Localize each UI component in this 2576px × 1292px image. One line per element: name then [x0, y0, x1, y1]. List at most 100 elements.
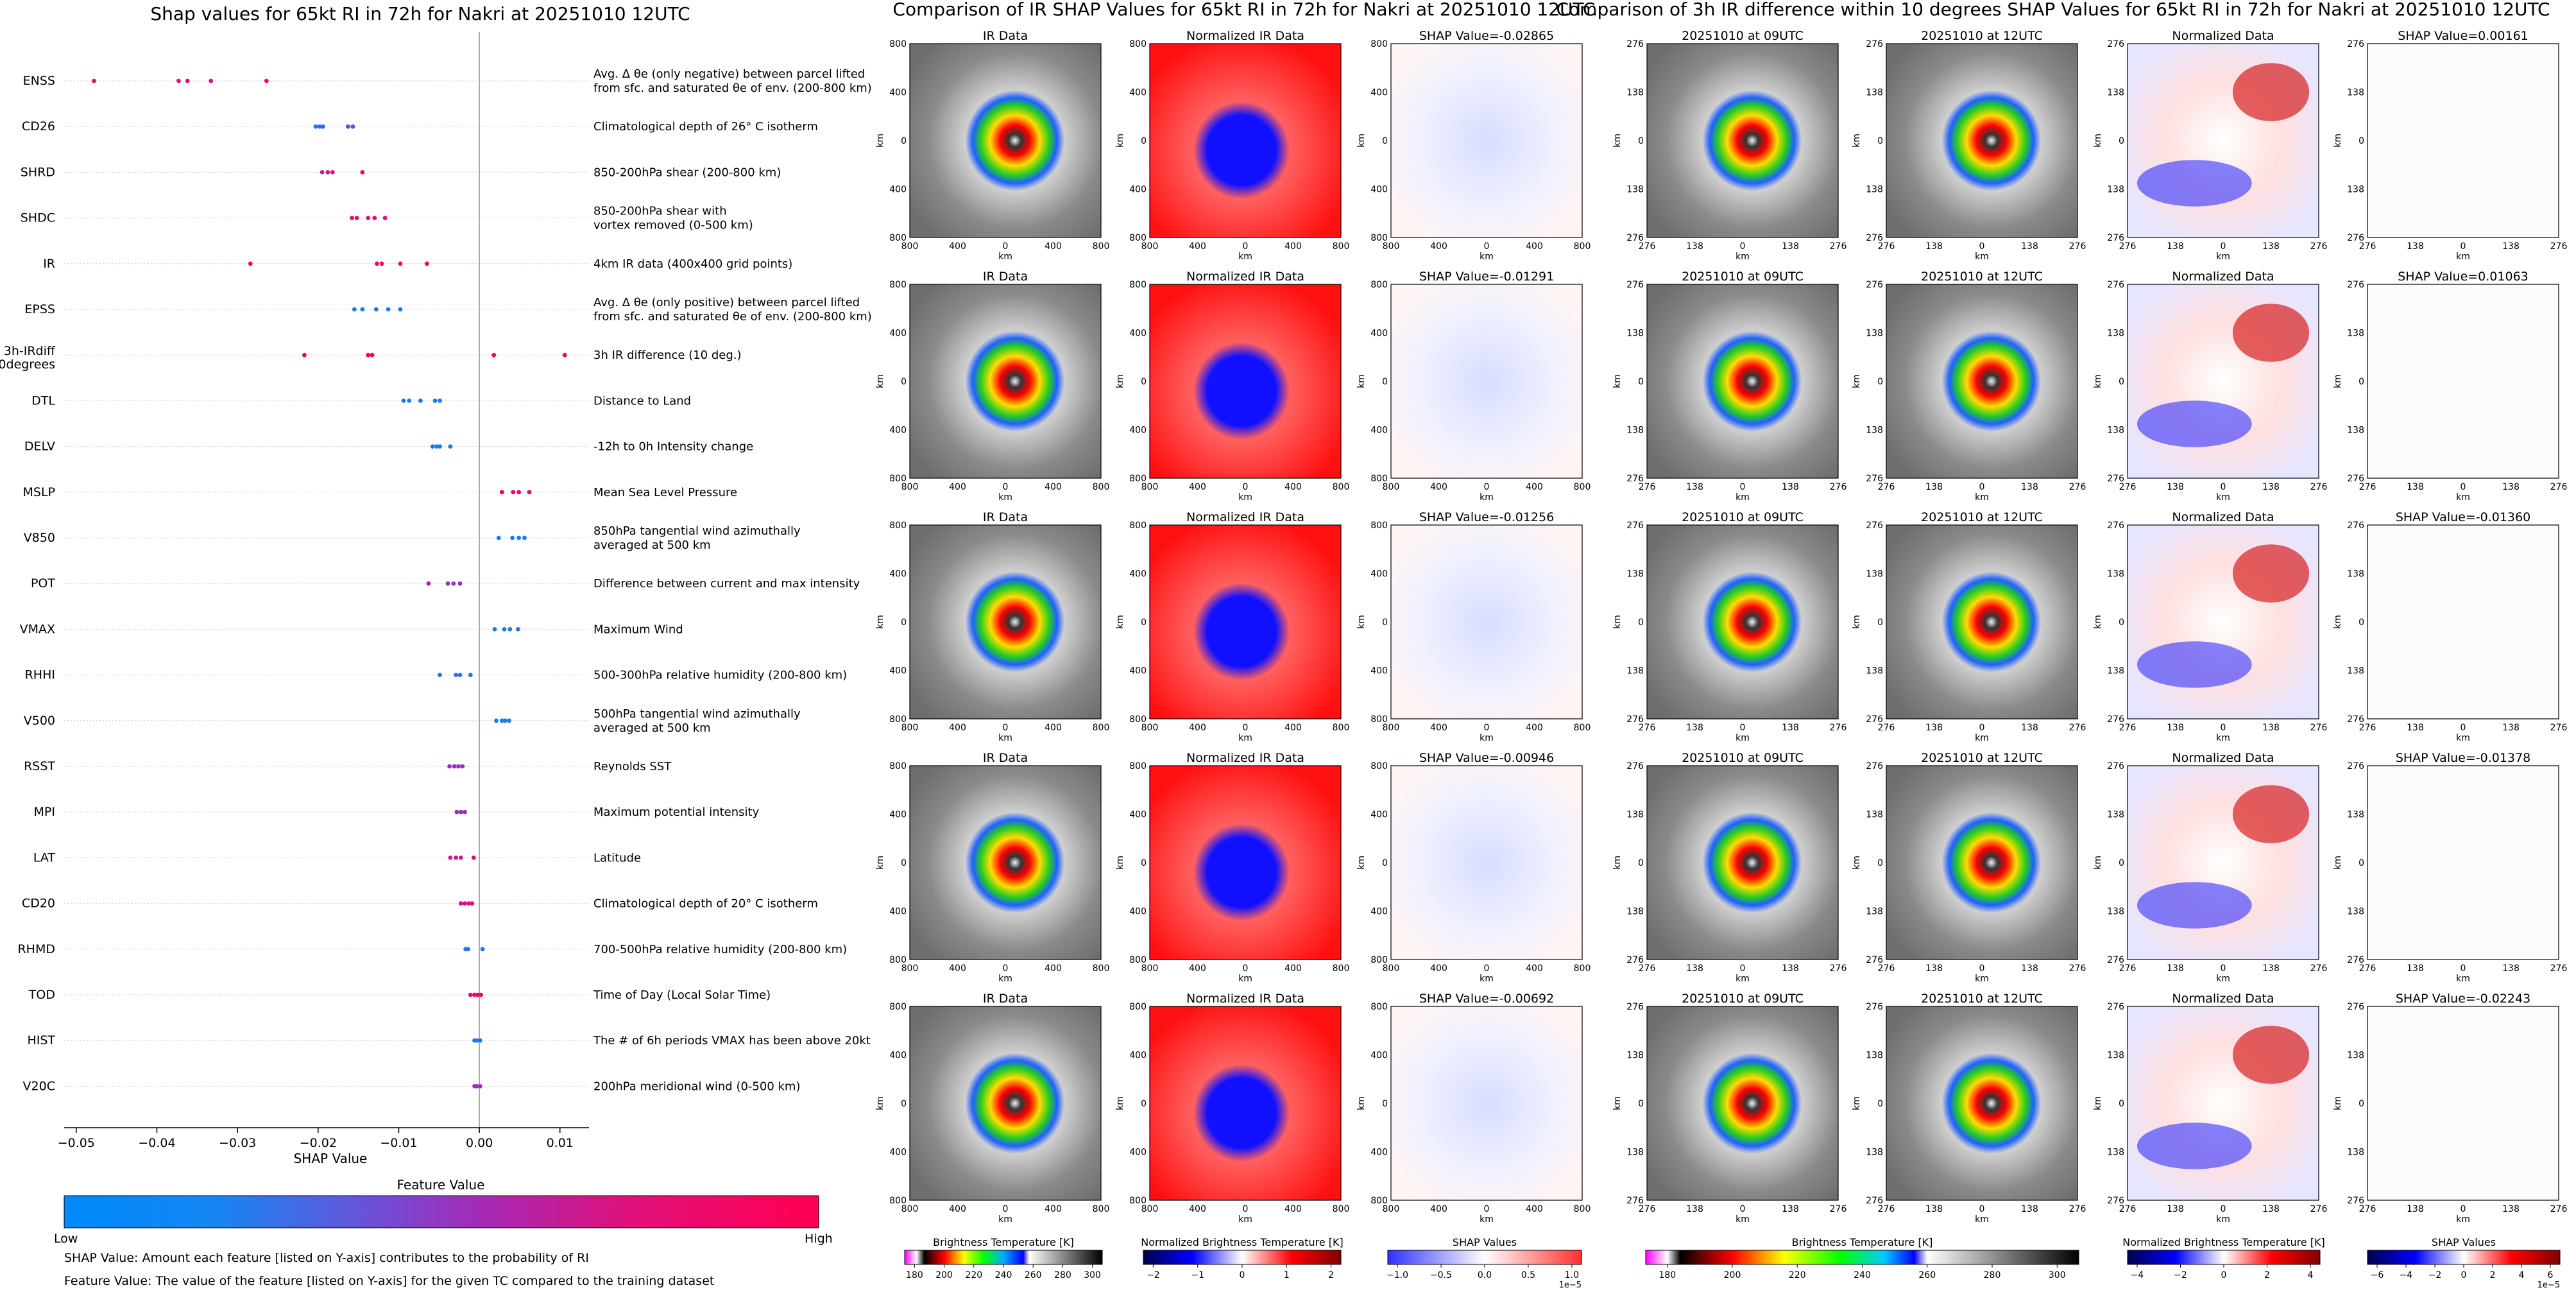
panel-image: [1646, 1006, 1839, 1201]
y-tick-label: 276: [2347, 474, 2364, 484]
y-tick-label: 800: [1129, 1002, 1147, 1012]
panel-title: Normalized Data: [2172, 270, 2274, 284]
panel-title: 20251010 at 09UTC: [1682, 992, 1804, 1006]
colorbar-tick-label: 4: [2519, 1270, 2525, 1280]
x-axis-label: km: [1238, 252, 1252, 262]
y-tick-label: 276: [1866, 714, 1883, 725]
y-axis-label: km: [2093, 615, 2103, 629]
x-tick-label: 400: [1284, 723, 1302, 733]
panel-title: Normalized IR Data: [1186, 270, 1304, 284]
x-tick-label: 138: [2167, 241, 2184, 252]
y-tick-label: 138: [1866, 1148, 1883, 1158]
x-tick-label: 138: [1925, 241, 1943, 252]
shap-point: [448, 444, 453, 449]
feature-label: SHDC: [21, 211, 55, 225]
y-tick-label: 0: [1638, 1099, 1644, 1109]
y-tick-label: 276: [2107, 39, 2124, 49]
y-tick-label: 276: [2107, 1196, 2124, 1206]
panel-image: [1149, 524, 1342, 719]
ir-comparison-title: Comparison of IR SHAP Values for 65kt RI…: [892, 0, 1595, 20]
feature-description: Maximum potential intensity: [593, 805, 760, 819]
colorbar-tick-label: −4: [2131, 1270, 2144, 1280]
colorbar-row: Brightness Temperature [K]180 200 220 240 26…: [904, 1236, 2561, 1290]
shap-point: [496, 535, 501, 540]
colorbar-tick-label: 2: [2264, 1270, 2270, 1280]
y-tick-label: 276: [1626, 955, 1644, 965]
y-tick-label: 138: [1626, 810, 1644, 820]
panel-title: Normalized IR Data: [1186, 510, 1304, 524]
colorbar-tick-label: 4: [2308, 1270, 2314, 1280]
x-axis-label: km: [2456, 1214, 2470, 1225]
feature-label: CD26: [22, 119, 55, 134]
x-tick-label: 0: [1003, 723, 1009, 733]
y-tick-label: 400: [1370, 329, 1388, 339]
x-axis-label: km: [1480, 492, 1494, 503]
y-tick-label: 276: [2347, 233, 2364, 243]
y-tick-label: 0: [901, 617, 907, 628]
shap-point: [330, 170, 335, 175]
colorbar-tick-label: 0: [1240, 1270, 1245, 1280]
x-tick-label: 276: [2069, 1204, 2086, 1214]
x-tick-label: 276: [1830, 963, 1847, 974]
shap-point: [468, 992, 473, 997]
x-tick-label: 800: [901, 241, 919, 252]
shap-point: [492, 627, 497, 632]
y-tick-label: 138: [2107, 426, 2124, 436]
colorbar-tick-label: 1: [1284, 1270, 1290, 1280]
x-tick-label: 276: [1830, 241, 1847, 252]
feature-label: CD20: [22, 897, 55, 911]
feature-label: RSST: [24, 759, 55, 773]
shap-point: [352, 307, 357, 312]
x-tick-label: 276: [2359, 1204, 2376, 1214]
x-axis-label: km: [2456, 733, 2470, 743]
shap-point: [516, 627, 520, 632]
shap-point: [454, 809, 459, 814]
shap-point: [451, 581, 456, 586]
y-tick-label: 800: [889, 955, 907, 965]
y-tick-label: 400: [1129, 329, 1147, 339]
y-tick-label: 276: [1866, 39, 1883, 49]
shap-point: [499, 490, 504, 495]
panel-title: SHAP Value=0.00161: [2398, 29, 2529, 43]
shap-point: [317, 124, 322, 129]
x-tick-label: 0: [2221, 1204, 2226, 1214]
panel-title: 20251010 at 12UTC: [1921, 992, 2043, 1006]
panel-image: [1390, 765, 1583, 960]
shap-point: [502, 718, 508, 723]
shap-point: [432, 399, 438, 403]
y-tick-label: 800: [889, 233, 907, 243]
y-axis-label: km: [875, 134, 885, 148]
y-axis-label: km: [1115, 1096, 1125, 1110]
feature-label: DELV: [24, 440, 55, 454]
shap-point: [313, 124, 318, 129]
x-tick-label: 138: [1686, 241, 1703, 252]
feature-label: ENSS: [23, 74, 55, 88]
shap-point: [477, 1084, 482, 1089]
shap-point: [457, 581, 463, 586]
y-tick-label: 138: [2107, 329, 2124, 339]
y-tick-label: 400: [1370, 810, 1388, 820]
shap-point: [463, 901, 467, 906]
x-axis-label: km: [1975, 252, 1989, 262]
y-tick-label: 276: [2347, 1196, 2364, 1206]
y-tick-label: 400: [1129, 569, 1147, 580]
panel-title: 20251010 at 12UTC: [1921, 270, 2043, 284]
y-tick-label: 0: [1638, 858, 1644, 868]
x-axis-label: km: [1736, 974, 1750, 984]
colorbar-exponent: 1e−5: [2538, 1280, 2560, 1289]
x-tick-label: 400: [1526, 241, 1543, 252]
x-tick-label: 0: [1484, 482, 1490, 492]
x-tick-label: 276: [2550, 1204, 2568, 1214]
x-tick-label: 138: [2021, 963, 2038, 974]
x-tick-label: 276: [1639, 1204, 1656, 1214]
footnote-feature: Feature Value: The value of the feature …: [64, 1274, 714, 1288]
x-axis-label: km: [1238, 492, 1252, 503]
panel-title: 20251010 at 12UTC: [1921, 510, 2043, 524]
x-axis-label: km: [1238, 974, 1252, 984]
colorbar-tick-label: −6: [2371, 1270, 2384, 1280]
x-tick-label: 276: [2119, 482, 2137, 492]
